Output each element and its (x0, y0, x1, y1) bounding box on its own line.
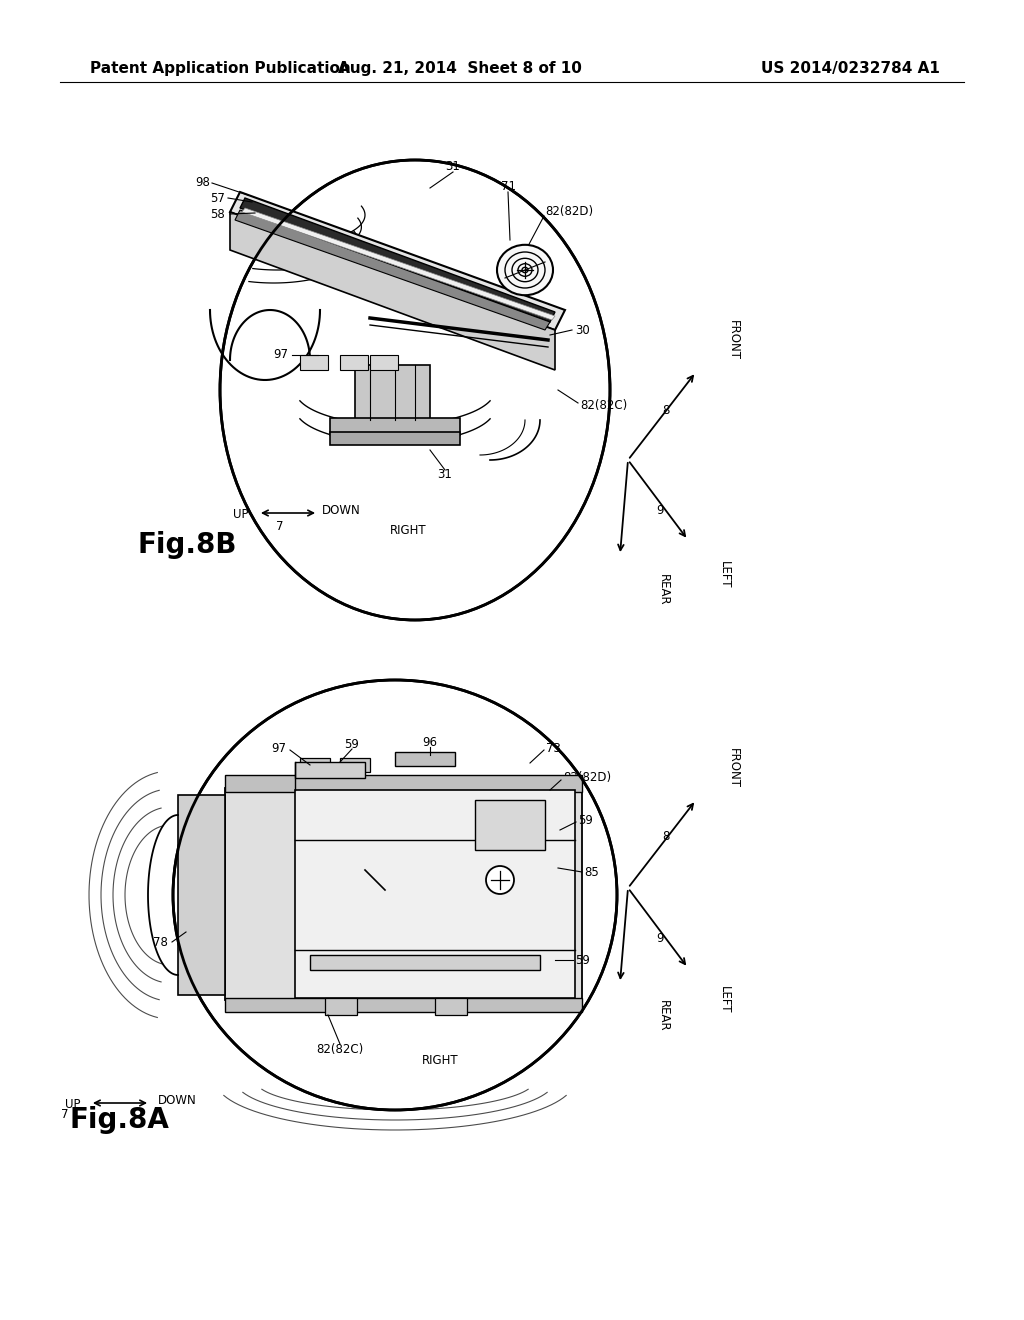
Text: Aug. 21, 2014  Sheet 8 of 10: Aug. 21, 2014 Sheet 8 of 10 (338, 61, 582, 75)
Text: 31: 31 (445, 161, 461, 173)
Text: 73: 73 (546, 742, 561, 755)
Polygon shape (295, 762, 365, 777)
Text: 9: 9 (656, 932, 664, 945)
Text: FRONT: FRONT (726, 748, 739, 788)
Polygon shape (178, 795, 225, 995)
Text: REAR: REAR (656, 574, 670, 606)
Text: DOWN: DOWN (322, 503, 360, 516)
Polygon shape (242, 209, 555, 319)
Polygon shape (475, 800, 545, 850)
Polygon shape (225, 788, 582, 1001)
Polygon shape (370, 355, 398, 370)
Text: 98: 98 (196, 177, 210, 190)
Text: 7: 7 (61, 1109, 69, 1122)
Polygon shape (325, 998, 357, 1015)
Text: 9: 9 (656, 503, 664, 516)
Text: 58: 58 (210, 207, 225, 220)
Text: 59: 59 (575, 953, 590, 966)
Text: 8: 8 (663, 404, 670, 417)
Polygon shape (225, 775, 582, 792)
Text: 82(82D): 82(82D) (563, 771, 611, 784)
Text: 97: 97 (273, 348, 288, 362)
Text: 59: 59 (344, 738, 359, 751)
Text: 31: 31 (437, 469, 453, 482)
Text: 7: 7 (276, 520, 284, 532)
Text: 30: 30 (575, 323, 590, 337)
Polygon shape (355, 366, 430, 420)
Text: RIGHT: RIGHT (422, 1053, 459, 1067)
Text: 82(82C): 82(82C) (580, 399, 628, 412)
Ellipse shape (173, 680, 617, 1110)
Polygon shape (340, 758, 370, 772)
Ellipse shape (220, 160, 610, 620)
Text: 59: 59 (578, 813, 593, 826)
Text: 82(82D): 82(82D) (545, 206, 593, 219)
Polygon shape (300, 758, 330, 772)
Polygon shape (230, 191, 565, 330)
Polygon shape (330, 418, 460, 436)
Polygon shape (225, 998, 582, 1012)
Text: UP: UP (65, 1098, 80, 1111)
Text: 78: 78 (154, 936, 168, 949)
Text: FRONT: FRONT (726, 319, 739, 360)
Text: UP: UP (232, 508, 248, 521)
Polygon shape (310, 954, 540, 970)
Ellipse shape (486, 866, 514, 894)
Text: Fig.8A: Fig.8A (70, 1106, 170, 1134)
Text: LEFT: LEFT (718, 561, 730, 589)
Text: 82(82C): 82(82C) (316, 1044, 364, 1056)
Text: 71: 71 (501, 181, 515, 194)
Polygon shape (340, 355, 368, 370)
Polygon shape (435, 998, 467, 1015)
Text: Fig.8B: Fig.8B (137, 531, 237, 558)
Text: 8: 8 (663, 829, 670, 842)
Ellipse shape (497, 244, 553, 296)
Polygon shape (295, 789, 575, 998)
Polygon shape (330, 432, 460, 445)
Text: 97: 97 (271, 742, 286, 755)
Text: 57: 57 (210, 191, 225, 205)
Text: Patent Application Publication: Patent Application Publication (90, 61, 351, 75)
Polygon shape (234, 210, 550, 330)
Text: DOWN: DOWN (158, 1093, 197, 1106)
Text: RIGHT: RIGHT (390, 524, 427, 536)
Text: 96: 96 (423, 737, 437, 750)
Text: LEFT: LEFT (718, 986, 730, 1014)
Polygon shape (230, 213, 555, 370)
Text: 85: 85 (584, 866, 599, 879)
Polygon shape (395, 752, 455, 766)
Text: US 2014/0232784 A1: US 2014/0232784 A1 (761, 61, 940, 75)
Polygon shape (240, 198, 555, 322)
Text: REAR: REAR (656, 1001, 670, 1032)
Polygon shape (300, 355, 328, 370)
